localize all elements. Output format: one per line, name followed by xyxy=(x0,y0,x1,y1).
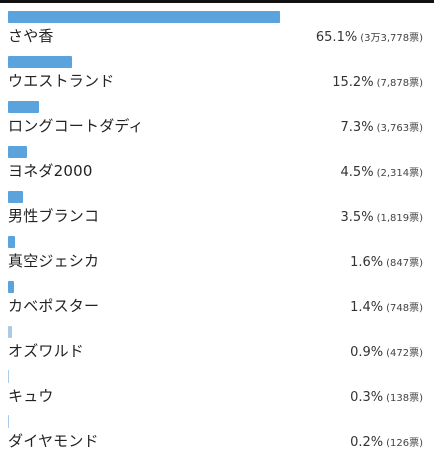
vote-count: (138票) xyxy=(386,393,423,404)
candidate-name: ヨネダ2000 xyxy=(8,162,93,180)
candidate-name: 男性ブランコ xyxy=(8,207,100,225)
candidate-name: 真空ジェシカ xyxy=(8,252,100,270)
vote-count: (748票) xyxy=(386,303,423,314)
vote-count: (1,819票) xyxy=(376,213,423,224)
result-bar xyxy=(8,415,9,428)
result-row: ダイヤモンド 0.2% (126票) xyxy=(0,405,434,450)
vote-count: (7,878票) xyxy=(376,78,423,89)
result-stats: 7.3% (3,763票) xyxy=(341,117,423,138)
result-row: 真空ジェシカ 1.6% (847票) xyxy=(0,225,434,270)
vote-percent: 0.3% xyxy=(350,390,384,405)
candidate-name: ダイヤモンド xyxy=(8,432,99,450)
result-row: さや香 65.1% (3万3,778票) xyxy=(0,0,434,45)
result-bar xyxy=(8,191,23,203)
result-stats: 4.5% (2,314票) xyxy=(341,162,423,183)
result-row: オズワルド 0.9% (472票) xyxy=(0,315,434,360)
result-row: ウエストランド 15.2% (7,878票) xyxy=(0,45,434,90)
vote-percent: 0.9% xyxy=(350,345,384,360)
vote-percent: 65.1% xyxy=(315,30,358,45)
result-row: カベポスター 1.4% (748票) xyxy=(0,270,434,315)
vote-percent: 0.2% xyxy=(350,435,384,450)
candidate-name: さや香 xyxy=(8,27,54,45)
vote-count: (3,763票) xyxy=(376,123,423,134)
result-bar xyxy=(8,236,15,248)
result-stats: 3.5% (1,819票) xyxy=(341,207,423,228)
result-stats: 0.9% (472票) xyxy=(350,342,423,363)
candidate-name: オズワルド xyxy=(8,342,85,360)
vote-percent: 1.6% xyxy=(350,255,384,270)
result-stats: 0.3% (138票) xyxy=(350,387,423,408)
result-stats: 15.2% (7,878票) xyxy=(332,72,423,93)
result-row: 男性ブランコ 3.5% (1,819票) xyxy=(0,180,434,225)
vote-count: (3万3,778票) xyxy=(360,33,423,44)
result-bar xyxy=(8,56,72,68)
result-stats: 0.2% (126票) xyxy=(350,432,423,453)
result-stats: 1.6% (847票) xyxy=(350,252,423,273)
vote-percent: 1.4% xyxy=(350,300,384,315)
top-divider xyxy=(0,0,434,3)
result-stats: 1.4% (748票) xyxy=(350,297,423,318)
vote-count: (847票) xyxy=(386,258,423,269)
vote-count: (472票) xyxy=(386,348,423,359)
vote-percent: 4.5% xyxy=(340,165,374,180)
candidate-name: カベポスター xyxy=(8,297,100,315)
result-row: キュウ 0.3% (138票) xyxy=(0,360,434,405)
candidate-name: ウエストランド xyxy=(8,72,115,90)
vote-count: (126票) xyxy=(386,438,423,449)
candidate-name: キュウ xyxy=(8,387,54,405)
result-stats: 65.1% (3万3,778票) xyxy=(316,27,423,48)
candidate-name: ロングコートダディ xyxy=(8,117,144,135)
result-row: ヨネダ2000 4.5% (2,314票) xyxy=(0,135,434,180)
result-bar xyxy=(8,326,12,338)
result-row: ロングコートダディ 7.3% (3,763票) xyxy=(0,90,434,135)
vote-percent: 3.5% xyxy=(340,210,374,225)
vote-count: (2,314票) xyxy=(376,168,423,179)
result-bar xyxy=(8,281,14,293)
vote-percent: 7.3% xyxy=(340,120,374,135)
vote-percent: 15.2% xyxy=(332,75,374,90)
result-bar xyxy=(8,370,9,383)
result-bar xyxy=(8,101,39,113)
result-bar xyxy=(8,11,280,23)
result-bar xyxy=(8,146,27,158)
